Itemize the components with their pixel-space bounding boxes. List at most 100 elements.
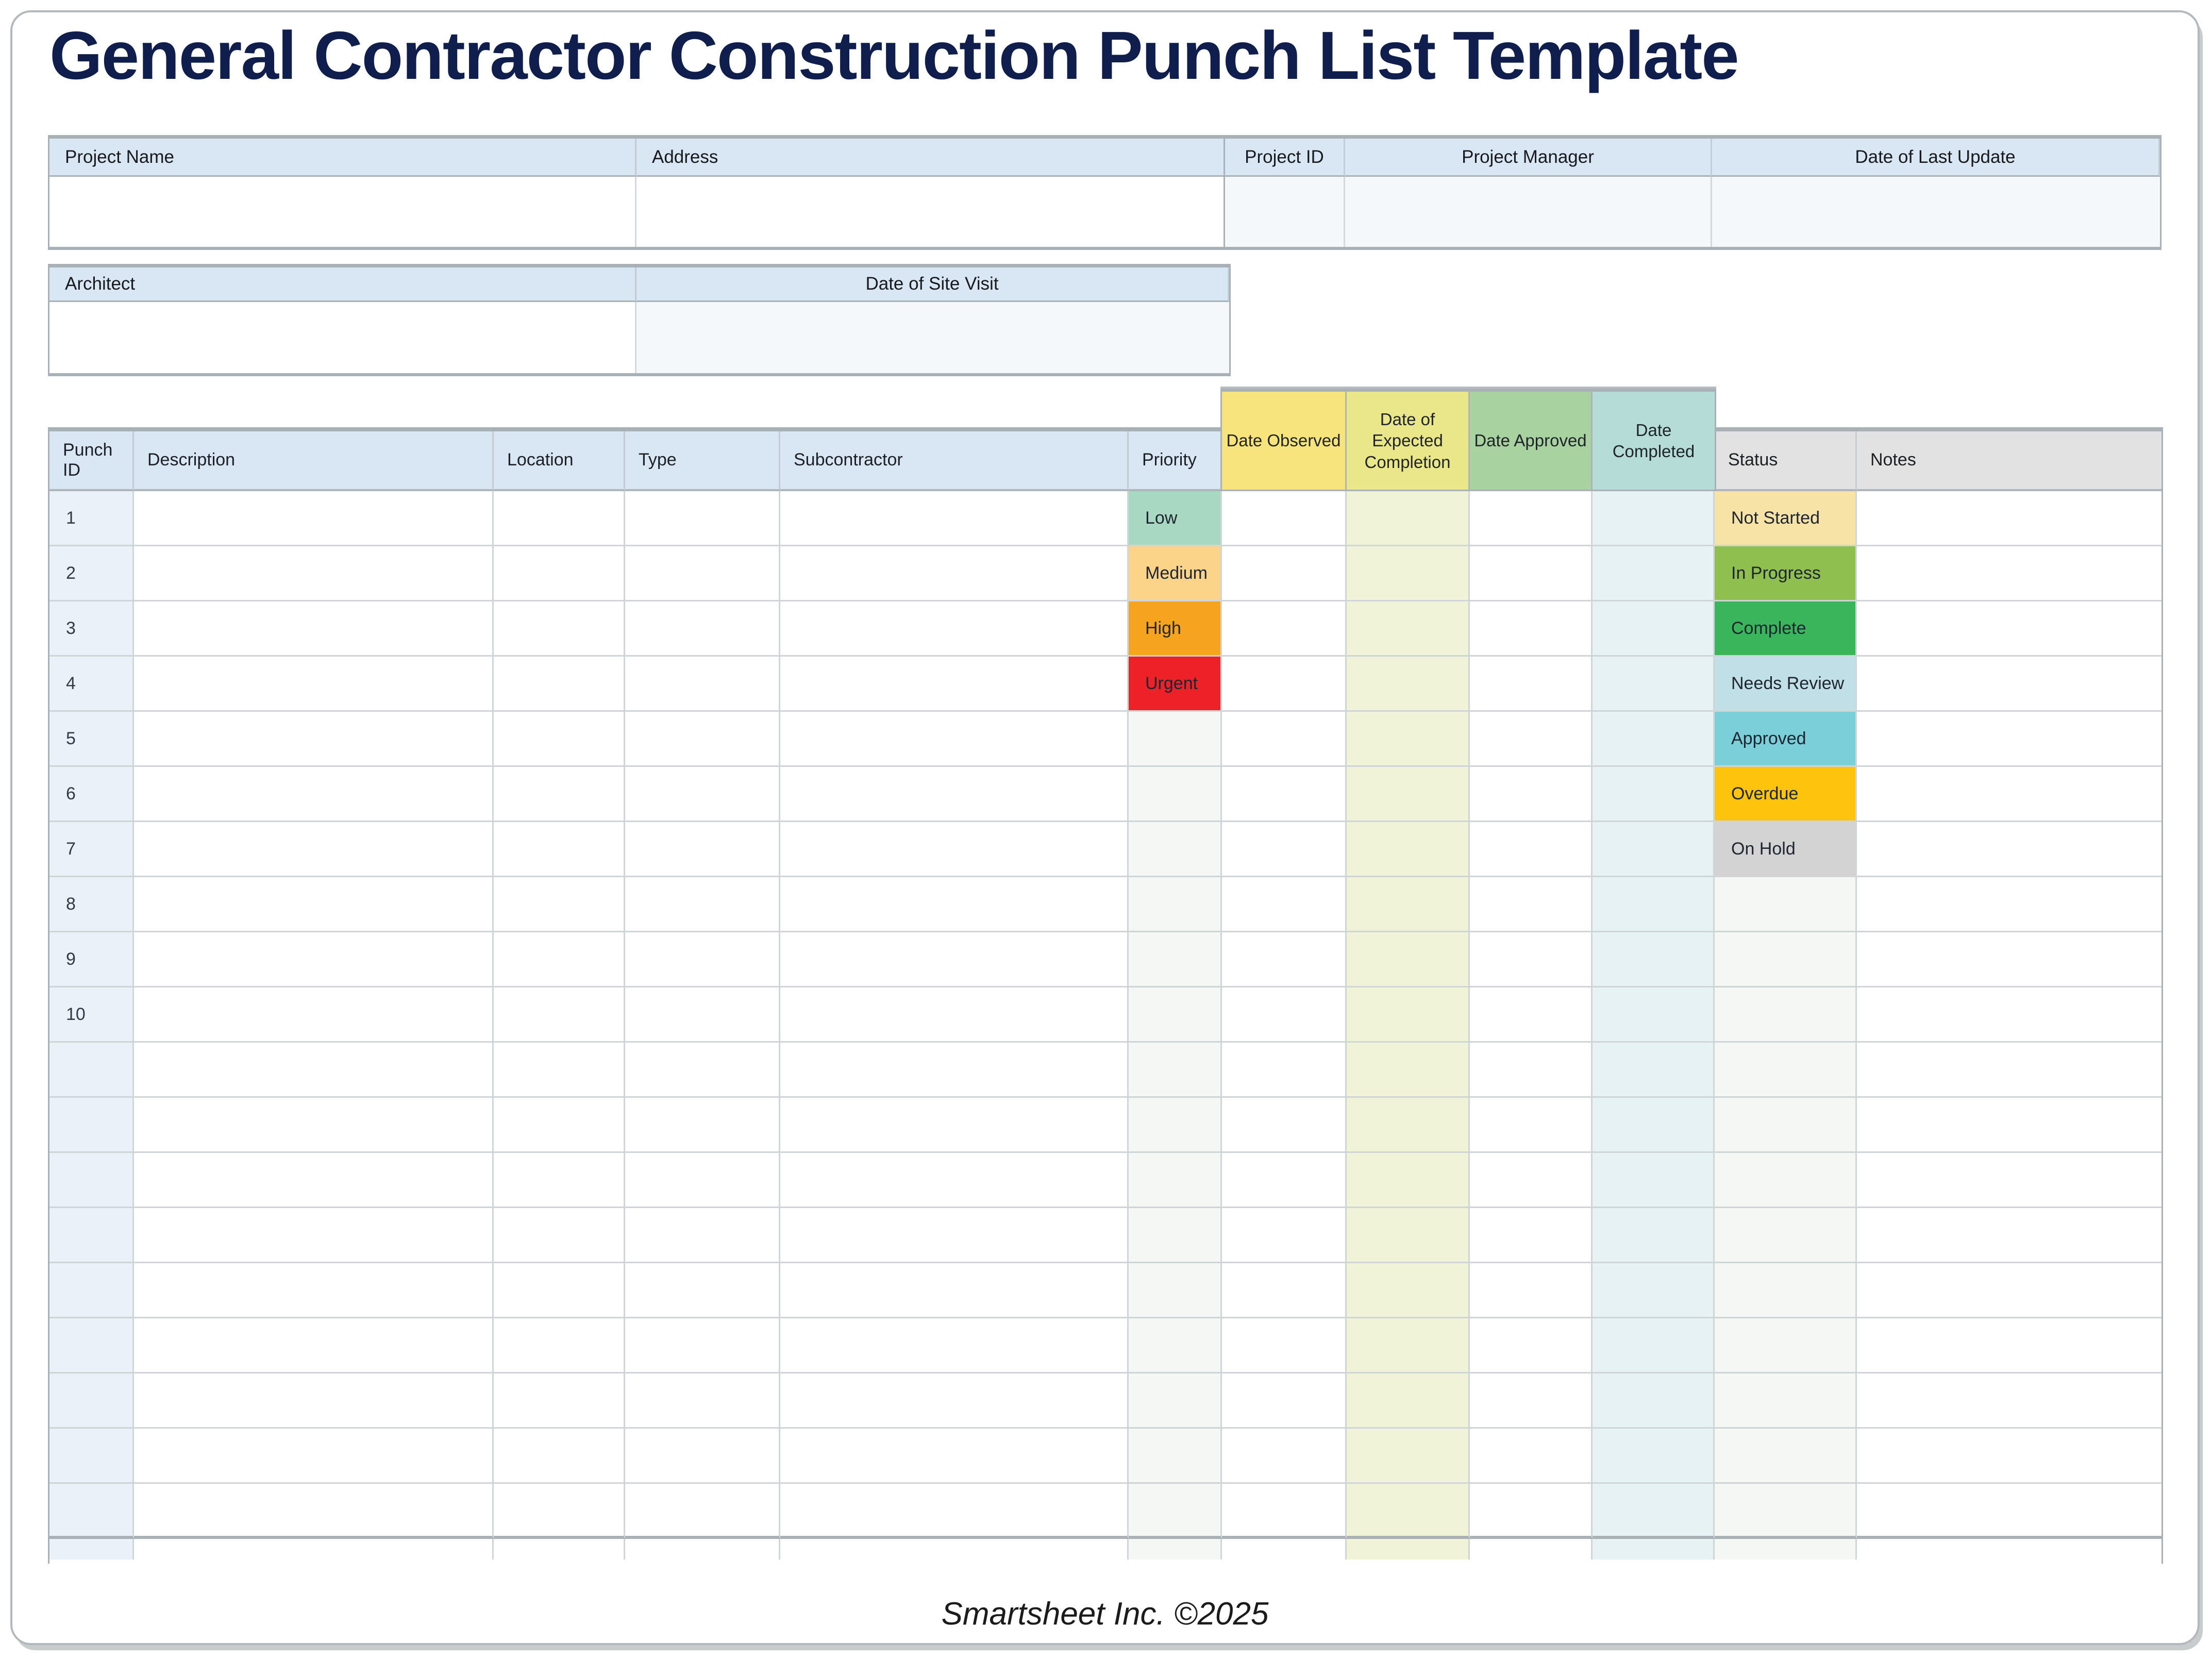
subcontractor-cell[interactable] (780, 932, 1129, 987)
subcontractor-cell[interactable] (780, 546, 1129, 601)
notes-cell[interactable] (1857, 1263, 2161, 1318)
location-cell[interactable] (494, 1484, 625, 1539)
status-cell[interactable] (1715, 1043, 1857, 1098)
date-approved-cell[interactable] (1470, 1098, 1593, 1153)
date-completed-cell[interactable] (1593, 1263, 1715, 1318)
priority-cell[interactable] (1129, 1484, 1222, 1539)
notes-cell[interactable] (1857, 601, 2161, 657)
date-observed-cell[interactable] (1222, 657, 1347, 712)
project-name-field[interactable] (49, 177, 636, 247)
type-cell[interactable] (625, 987, 780, 1043)
type-cell[interactable] (625, 767, 780, 822)
punch-id-cell[interactable]: 9 (49, 932, 134, 987)
subcontractor-cell[interactable] (780, 1208, 1129, 1263)
date-approved-cell[interactable] (1470, 491, 1593, 546)
status-cell[interactable]: Complete (1715, 601, 1857, 657)
type-cell[interactable] (625, 1484, 780, 1539)
type-cell[interactable] (625, 546, 780, 601)
date-expected-completion-cell[interactable] (1347, 767, 1470, 822)
punch-id-cell[interactable]: 2 (49, 546, 134, 601)
date-observed-cell[interactable] (1222, 877, 1347, 932)
type-cell[interactable] (625, 1208, 780, 1263)
punch-id-cell[interactable] (49, 1318, 134, 1374)
punch-id-cell[interactable]: 10 (49, 987, 134, 1043)
subcontractor-cell[interactable] (780, 1263, 1129, 1318)
location-cell[interactable] (494, 491, 625, 546)
description-cell[interactable] (134, 987, 494, 1043)
date-approved-cell[interactable] (1470, 822, 1593, 877)
date-expected-completion-cell[interactable] (1347, 822, 1470, 877)
status-cell[interactable] (1715, 987, 1857, 1043)
description-cell[interactable] (134, 657, 494, 712)
status-cell[interactable] (1715, 1208, 1857, 1263)
date-observed-cell[interactable] (1222, 491, 1347, 546)
location-cell[interactable] (494, 1043, 625, 1098)
date-expected-completion-cell[interactable] (1347, 1263, 1470, 1318)
subcontractor-cell[interactable] (780, 712, 1129, 767)
status-cell[interactable] (1715, 1263, 1857, 1318)
date-completed-cell[interactable] (1593, 1539, 1715, 1560)
date-approved-cell[interactable] (1470, 767, 1593, 822)
status-cell[interactable] (1715, 1374, 1857, 1429)
description-cell[interactable] (134, 1098, 494, 1153)
status-cell[interactable] (1715, 932, 1857, 987)
location-cell[interactable] (494, 1208, 625, 1263)
description-cell[interactable] (134, 1484, 494, 1539)
priority-cell[interactable]: Urgent (1129, 657, 1222, 712)
type-cell[interactable] (625, 1098, 780, 1153)
priority-cell[interactable] (1129, 1374, 1222, 1429)
priority-cell[interactable] (1129, 1318, 1222, 1374)
description-cell[interactable] (134, 767, 494, 822)
date-approved-cell[interactable] (1470, 1208, 1593, 1263)
date-observed-cell[interactable] (1222, 1153, 1347, 1208)
date-observed-cell[interactable] (1222, 932, 1347, 987)
date-approved-cell[interactable] (1470, 1429, 1593, 1484)
date-observed-cell[interactable] (1222, 712, 1347, 767)
subcontractor-cell[interactable] (780, 877, 1129, 932)
priority-cell[interactable] (1129, 712, 1222, 767)
date-expected-completion-cell[interactable] (1347, 601, 1470, 657)
priority-cell[interactable] (1129, 1263, 1222, 1318)
date-observed-cell[interactable] (1222, 1263, 1347, 1318)
description-cell[interactable] (134, 877, 494, 932)
punch-id-cell[interactable]: 6 (49, 767, 134, 822)
notes-cell[interactable] (1857, 1153, 2161, 1208)
date-completed-cell[interactable] (1593, 1153, 1715, 1208)
date-approved-cell[interactable] (1470, 877, 1593, 932)
type-cell[interactable] (625, 657, 780, 712)
date-observed-cell[interactable] (1222, 1429, 1347, 1484)
priority-cell[interactable] (1129, 1208, 1222, 1263)
location-cell[interactable] (494, 712, 625, 767)
location-cell[interactable] (494, 1263, 625, 1318)
subcontractor-cell[interactable] (780, 1484, 1129, 1539)
description-cell[interactable] (134, 1374, 494, 1429)
type-cell[interactable] (625, 1153, 780, 1208)
notes-cell[interactable] (1857, 1318, 2161, 1374)
notes-cell[interactable] (1857, 546, 2161, 601)
priority-cell[interactable] (1129, 1043, 1222, 1098)
description-cell[interactable] (134, 1539, 494, 1560)
status-cell[interactable] (1715, 877, 1857, 932)
punch-id-cell[interactable] (49, 1208, 134, 1263)
date-expected-completion-cell[interactable] (1347, 1153, 1470, 1208)
notes-cell[interactable] (1857, 987, 2161, 1043)
priority-cell[interactable]: High (1129, 601, 1222, 657)
location-cell[interactable] (494, 1318, 625, 1374)
location-cell[interactable] (494, 1374, 625, 1429)
subcontractor-cell[interactable] (780, 1153, 1129, 1208)
type-cell[interactable] (625, 712, 780, 767)
punch-id-cell[interactable] (49, 1043, 134, 1098)
priority-cell[interactable] (1129, 1429, 1222, 1484)
location-cell[interactable] (494, 1539, 625, 1560)
punch-id-cell[interactable] (49, 1484, 134, 1539)
date-completed-cell[interactable] (1593, 1318, 1715, 1374)
punch-id-cell[interactable] (49, 1539, 134, 1560)
location-cell[interactable] (494, 601, 625, 657)
date-completed-cell[interactable] (1593, 1043, 1715, 1098)
type-cell[interactable] (625, 601, 780, 657)
description-cell[interactable] (134, 546, 494, 601)
date-expected-completion-cell[interactable] (1347, 1043, 1470, 1098)
priority-cell[interactable] (1129, 1098, 1222, 1153)
notes-cell[interactable] (1857, 491, 2161, 546)
date-completed-cell[interactable] (1593, 601, 1715, 657)
